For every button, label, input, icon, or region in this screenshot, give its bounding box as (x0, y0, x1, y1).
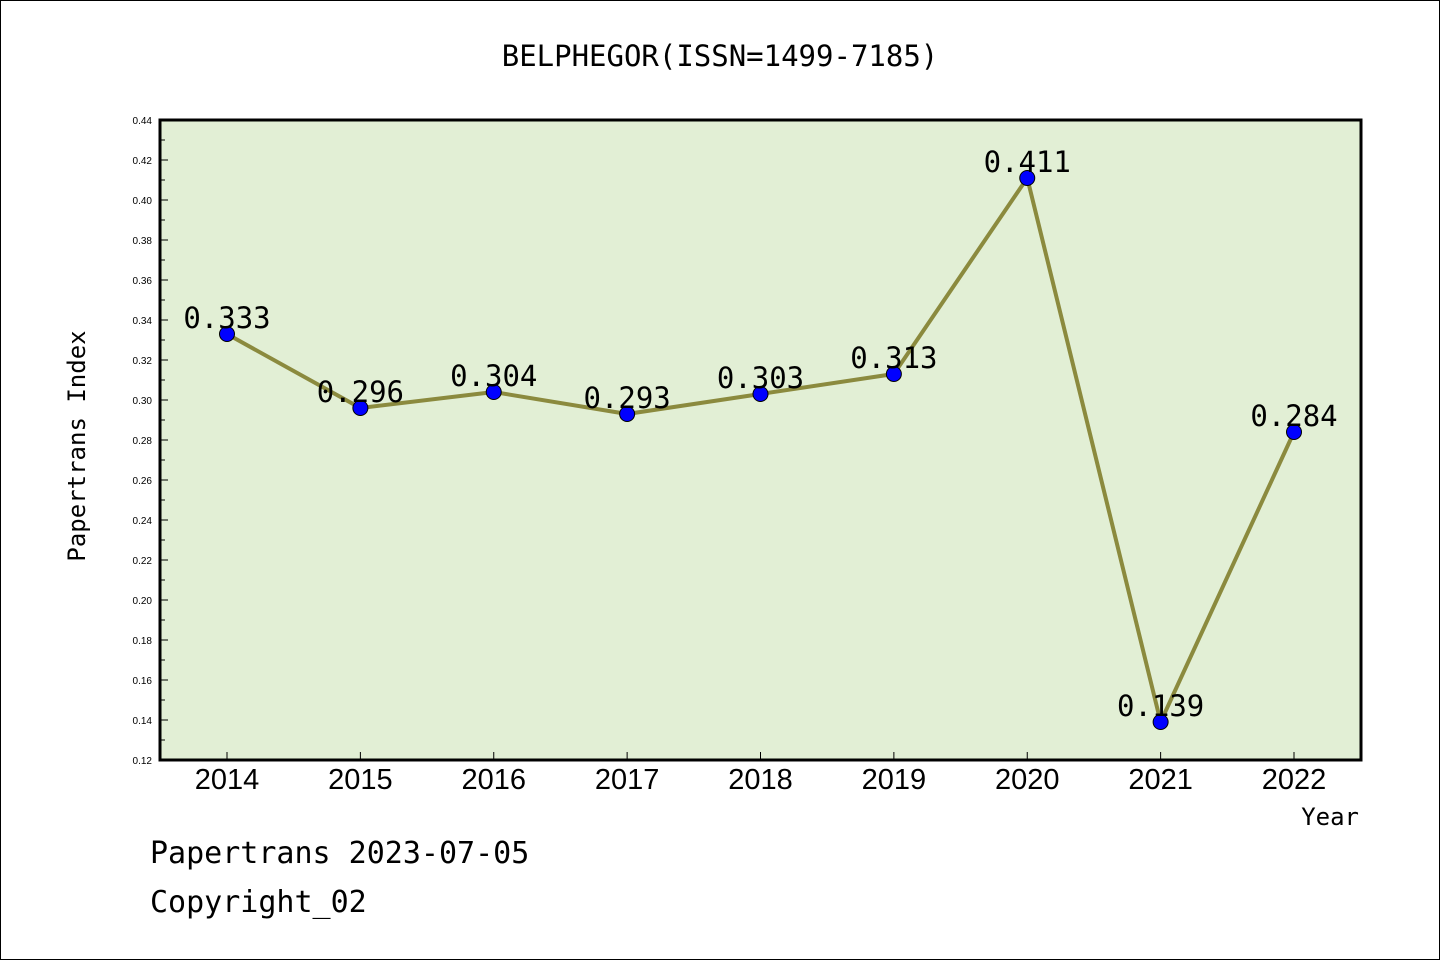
data-label: 0.304 (450, 359, 537, 393)
data-point (885, 366, 902, 382)
data-label: 0.284 (1250, 399, 1337, 433)
y-tick-label: 0.32 (133, 356, 153, 367)
x-tick-label: 2020 (995, 764, 1060, 796)
y-tick-label: 0.22 (133, 556, 153, 567)
x-tick-label: 2022 (1262, 764, 1327, 796)
data-point (619, 406, 636, 422)
x-tick-label: 2015 (328, 764, 393, 796)
y-tick-label: 0.28 (133, 436, 153, 447)
footer-date: Papertrans 2023-07-05 (150, 836, 530, 871)
y-tick-label: 0.38 (133, 236, 153, 247)
y-axis: 0.12 0.14 0.16 0.18 0.20 0.22 0.24 0.26 0.28 0.30… (133, 116, 168, 767)
series-layer: 0.333 0.296 0.304 0.293 0.303 0.313 0.411 0.139… (183, 145, 1338, 730)
data-label: 0.139 (1117, 689, 1204, 723)
y-tick-label: 0.26 (133, 476, 153, 487)
data-label: 0.333 (183, 301, 270, 335)
y-tick-label: 0.18 (133, 636, 153, 647)
plot-area (158, 118, 1363, 762)
data-point (352, 400, 369, 416)
data-label: 0.411 (984, 145, 1071, 179)
y-tick-label: 0.30 (133, 396, 153, 407)
x-axis-label: Year (1301, 803, 1359, 831)
y-tick-label: 0.34 (133, 316, 153, 327)
chart-title: BELPHEGOR(ISSN=1499-7185) (502, 39, 939, 73)
data-label: 0.313 (850, 341, 937, 375)
y-tick-label: 0.16 (133, 676, 153, 687)
y-tick-label: 0.20 (133, 596, 153, 607)
y-tick-label: 0.40 (133, 196, 153, 207)
footer-copyright: Copyright_02 (150, 885, 367, 920)
y-tick-label: 0.24 (133, 516, 153, 527)
y-tick-label: 0.12 (133, 756, 153, 767)
data-label: 0.293 (583, 381, 670, 415)
y-tick-label: 0.36 (133, 276, 153, 287)
data-point (1286, 424, 1302, 440)
y-tick-label: 0.14 (133, 716, 153, 727)
data-point (752, 386, 769, 402)
data-point (1019, 170, 1036, 186)
x-tick-label: 2014 (195, 764, 260, 796)
y-tick-label: 0.44 (133, 116, 153, 127)
data-point (219, 326, 235, 342)
x-tick-label: 2017 (595, 764, 660, 796)
data-point (485, 384, 502, 400)
data-label: 0.296 (317, 375, 404, 409)
x-tick-label: 2016 (461, 764, 526, 796)
data-label: 0.303 (717, 361, 804, 395)
x-tick-label: 2019 (862, 764, 927, 796)
x-tick-label: 2018 (728, 764, 793, 796)
y-axis-label: Papertrans Index (63, 330, 91, 561)
y-tick-label: 0.42 (133, 156, 153, 167)
x-tick-label: 2021 (1128, 764, 1193, 796)
data-point (1152, 714, 1169, 730)
x-axis: 2014 2015 2016 2017 2018 2019 2020 2021 2022 (195, 752, 1327, 796)
